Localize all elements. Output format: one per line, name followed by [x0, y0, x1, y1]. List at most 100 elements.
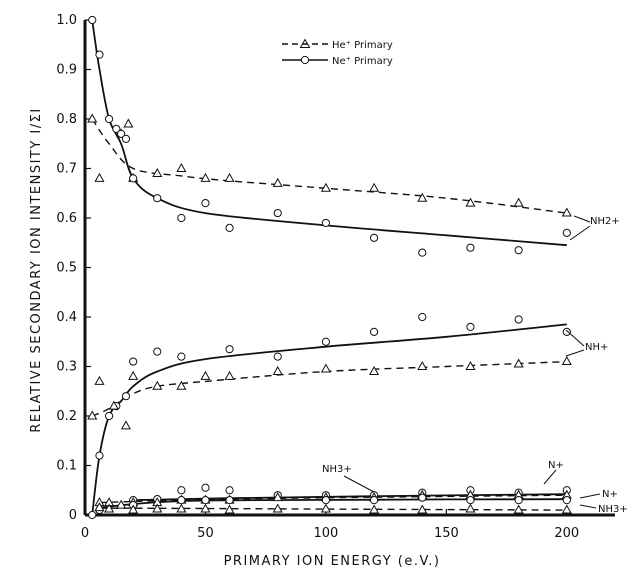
point-nh3-he-primary: [200, 503, 211, 513]
point-nh-ne-primary: [418, 312, 427, 322]
y-axis-label: RELATIVE SECONDARY ION INTENSITY I/ΣI: [29, 107, 44, 432]
annotation-nh: NH+: [585, 342, 608, 353]
point-nh2-ne-primary: [129, 174, 138, 183]
point-nh-ne-primary: [273, 352, 282, 361]
point-nh-ne-primary: [129, 357, 138, 366]
arrow-n-upper: [543, 469, 557, 485]
point-nh-ne-primary: [466, 322, 475, 331]
point-nh-he-primary: [176, 380, 187, 390]
point-nh3-he-primary: [272, 503, 283, 513]
series-line-nh3-ne-primary: [99, 498, 567, 509]
point-nh3-ne-primary: [321, 496, 331, 505]
point-nh2-ne-primary: [117, 129, 126, 138]
point-nh3-he-primary: [94, 502, 105, 512]
point-nh2-he-primary: [417, 192, 428, 202]
point-nh2-he-primary: [94, 172, 105, 182]
y-tick-label: 0.6: [56, 211, 77, 226]
x-tick-label: 200: [554, 526, 579, 541]
point-nh-he-primary: [128, 370, 139, 380]
markers: [87, 15, 572, 520]
point-nh2-ne-primary: [514, 246, 523, 255]
point-nh3-he-primary: [176, 503, 187, 513]
point-nh-ne-primary: [369, 327, 379, 336]
point-nh3-ne-primary: [418, 493, 427, 502]
point-nh-ne-primary: [321, 337, 331, 346]
point-nh2-ne-primary: [369, 233, 379, 242]
point-nh2-he-primary: [561, 207, 572, 217]
curves: [91, 19, 567, 516]
point-nh2-he-primary: [152, 167, 163, 177]
y-tick-label: 0.3: [56, 360, 77, 375]
point-nh2-ne-primary: [273, 208, 282, 218]
point-nh2-ne-primary: [201, 199, 210, 208]
x-tick-label: 100: [313, 526, 338, 541]
point-nh-he-primary: [513, 358, 524, 368]
point-nh-he-primary: [120, 420, 132, 430]
point-nh2-ne-primary: [112, 124, 121, 133]
point-n-ne-primary: [177, 486, 186, 495]
arrow-nh3-right: [579, 504, 597, 509]
point-nh-he-primary: [108, 400, 119, 410]
point-nh2-ne-primary: [418, 248, 427, 257]
point-n-he-primary: [272, 492, 283, 502]
annotation-nh3-left: NH3+: [322, 464, 352, 475]
x-tick-label: 150: [434, 526, 459, 541]
arrow-nh: [565, 329, 585, 357]
point-nh3-he-primary: [224, 504, 235, 514]
point-n-he-primary: [116, 499, 127, 509]
point-nh-he-primary: [465, 360, 476, 370]
point-nh-he-primary: [200, 370, 211, 380]
point-nh-he-primary: [94, 375, 105, 385]
point-nh2-he-primary: [176, 162, 187, 172]
point-nh2-he-primary: [369, 182, 380, 192]
point-nh2-he-primary: [123, 118, 134, 128]
series-line-nh2-ne-primary: [91, 19, 567, 247]
point-nh-ne-primary: [95, 451, 104, 460]
legend-item-he: He⁺ Primary: [282, 38, 393, 51]
y-tick-label: 1.0: [56, 13, 77, 28]
point-nh3-ne-primary: [562, 496, 571, 505]
point-nh-ne-primary: [562, 327, 571, 336]
legend-ne-marker: [300, 55, 310, 65]
point-nh3-ne-primary: [369, 496, 379, 505]
point-nh2-he-primary: [513, 197, 524, 207]
point-nh3-he-primary: [320, 503, 331, 513]
point-nh2-ne-primary: [466, 243, 475, 252]
point-nh2-he-primary: [200, 172, 211, 182]
y-tick-label: 0.7: [56, 162, 77, 177]
y-tick-label: 0.4: [56, 310, 77, 325]
series-line-nh2-he-primary: [91, 118, 567, 214]
annotation-nh3-right: NH3+: [598, 504, 628, 515]
series-line-nh-ne-primary: [91, 323, 567, 516]
y-tick-label: 0.2: [56, 409, 77, 424]
point-nh2-he-primary: [465, 197, 476, 207]
point-nh3-he-primary: [104, 503, 115, 513]
arrow-nh3-left: [343, 475, 375, 493]
y-tick-label: 0: [69, 508, 77, 523]
y-tick-label: 0.9: [56, 63, 77, 78]
x-axis-label: PRIMARY ION ENERGY (e.V.): [224, 554, 441, 569]
annotation-n-upper: N+: [548, 460, 564, 471]
point-nh-ne-primary: [104, 411, 114, 421]
arrow-nh2: [569, 215, 591, 241]
point-n-ne-primary: [201, 483, 210, 492]
arrow-n-lower: [579, 493, 601, 499]
annotations: NH2+ NH+ N+ N+ NH3+ NH3+: [322, 215, 628, 515]
x-tick-label: 50: [197, 526, 214, 541]
point-nh3-he-primary: [513, 504, 524, 514]
point-nh-he-primary: [152, 380, 163, 390]
point-nh-ne-primary: [225, 345, 234, 354]
point-nh2-he-primary: [87, 113, 98, 123]
annotation-n-lower: N+: [602, 489, 618, 500]
series-line-nh3-he-primary: [99, 507, 567, 511]
point-nh3-ne-primary: [201, 496, 210, 505]
point-nh-ne-primary: [88, 510, 97, 520]
point-nh3-he-primary: [417, 504, 428, 514]
point-nh-ne-primary: [514, 315, 523, 324]
axes: 0 0.1 0.2 0.3 0.4 0.5 0.6 0.7 0.8 0.9 1.0 0 50 100 150…: [56, 13, 615, 541]
point-nh-he-primary: [369, 365, 380, 375]
point-nh2-he-primary: [224, 172, 235, 182]
point-nh-he-primary: [272, 365, 283, 375]
point-nh2-he-primary: [272, 177, 283, 187]
